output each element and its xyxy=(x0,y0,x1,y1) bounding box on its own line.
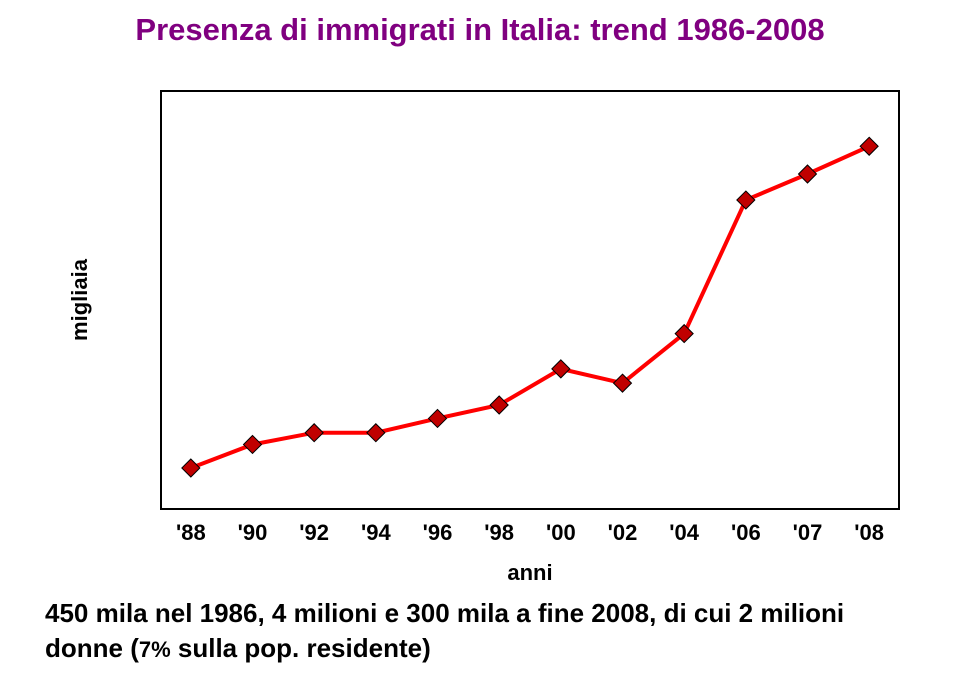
x-tick-label: '07 xyxy=(793,520,823,546)
caption-percent: 7% xyxy=(139,637,171,662)
series-marker xyxy=(860,137,878,155)
x-tick-label: '06 xyxy=(731,520,761,546)
series-marker xyxy=(244,435,262,453)
series-marker xyxy=(182,459,200,477)
series-marker xyxy=(429,409,447,427)
x-tick-label: '88 xyxy=(176,520,206,546)
series-marker xyxy=(367,424,385,442)
x-tick-label: '92 xyxy=(299,520,329,546)
chart-caption: 450 mila nel 1986, 4 milioni e 300 mila … xyxy=(45,596,915,666)
series-marker xyxy=(552,360,570,378)
x-tick-label: '04 xyxy=(669,520,699,546)
caption-part-2: sulla pop. residente) xyxy=(171,633,431,663)
series-line xyxy=(191,146,869,468)
x-tick-label: '96 xyxy=(423,520,453,546)
x-tick-label: '94 xyxy=(361,520,391,546)
x-tick-label: '08 xyxy=(854,520,884,546)
x-tick-label: '00 xyxy=(546,520,576,546)
series-marker xyxy=(305,424,323,442)
line-series xyxy=(0,0,960,697)
x-tick-label: '02 xyxy=(608,520,638,546)
x-tick-label: '98 xyxy=(484,520,514,546)
series-marker xyxy=(737,191,755,209)
series-marker xyxy=(799,165,817,183)
x-tick-label: '90 xyxy=(238,520,268,546)
series-marker xyxy=(490,396,508,414)
